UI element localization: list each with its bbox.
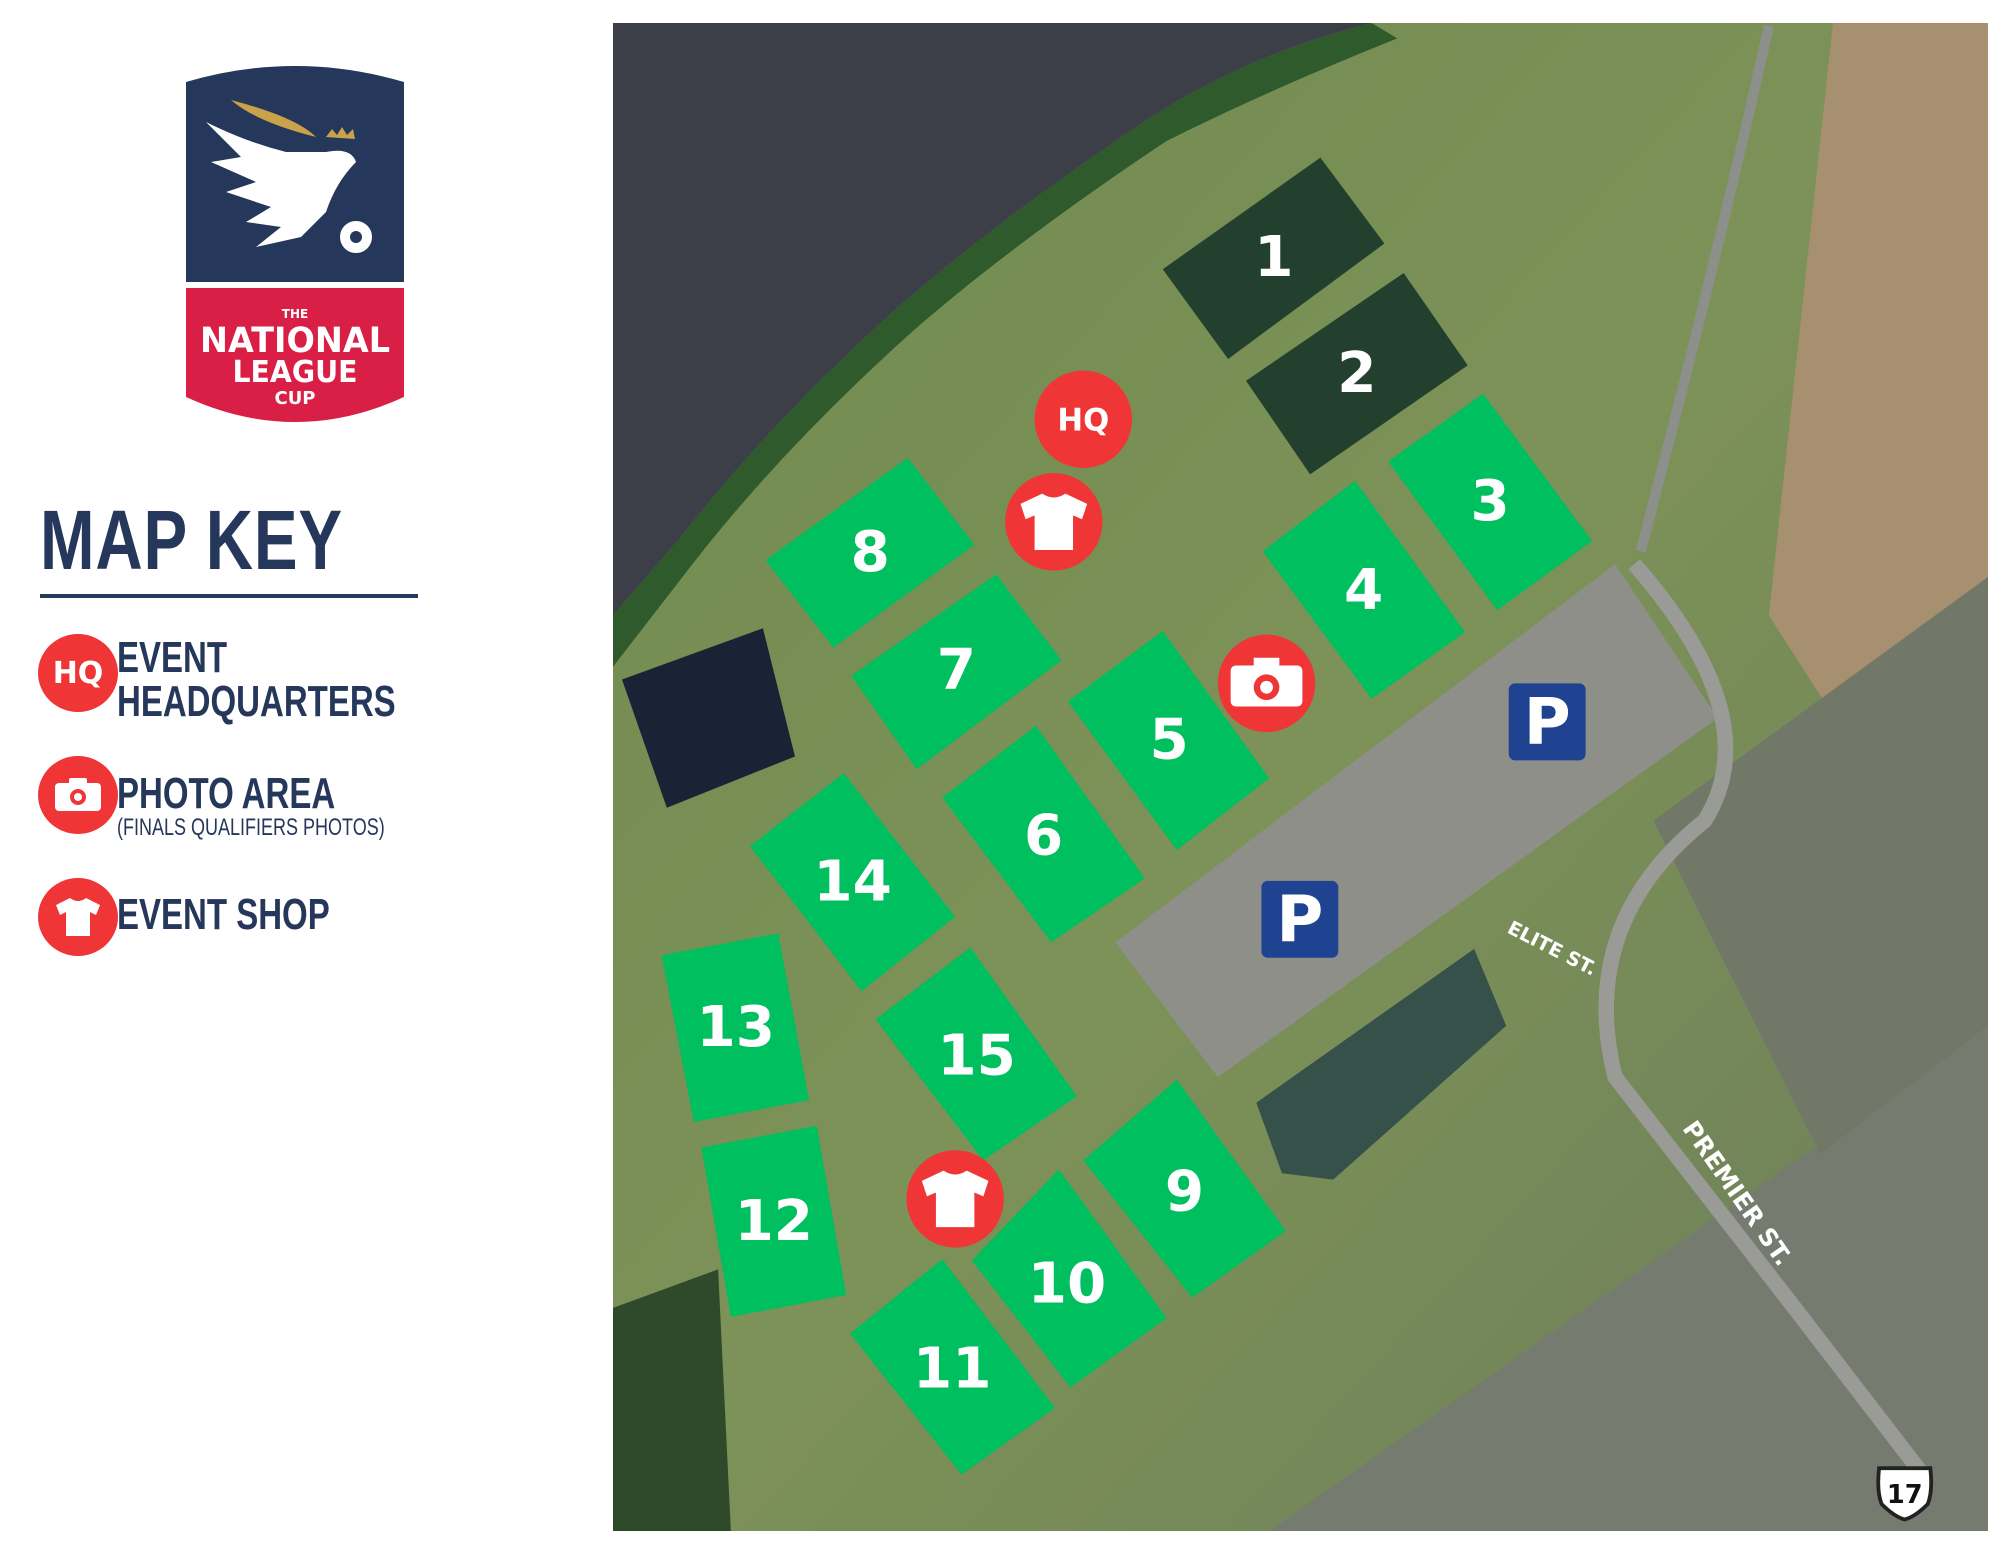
field-13-area <box>661 933 810 1122</box>
logo-national: NATIONAL <box>200 321 390 361</box>
field-6[interactable]: 6 <box>942 725 1145 943</box>
field-15[interactable]: 15 <box>875 947 1077 1161</box>
field-11[interactable]: 11 <box>850 1259 1056 1475</box>
field-13[interactable]: 13 <box>661 933 810 1122</box>
camera-icon <box>38 756 118 834</box>
field-3[interactable]: 3 <box>1388 393 1593 611</box>
field-5-area <box>1067 630 1270 851</box>
hq-icon: HQ <box>38 634 118 712</box>
field-10-label: 10 <box>1028 1251 1106 1316</box>
map-key-title: MAP KEY <box>40 493 343 587</box>
svg-text:P: P <box>1276 884 1323 958</box>
field-14-label: 14 <box>813 849 891 914</box>
field-2[interactable]: 2 <box>1246 273 1468 475</box>
photo-area-marker[interactable] <box>1217 634 1316 733</box>
field-10[interactable]: 10 <box>971 1169 1167 1388</box>
neighborhood <box>1269 1025 1988 1531</box>
svg-text:17: 17 <box>1887 1480 1923 1510</box>
key-item-shop <box>38 878 118 956</box>
field-4[interactable]: 4 <box>1262 480 1466 699</box>
field-8[interactable]: 8 <box>765 457 975 648</box>
field-15-area <box>875 947 1077 1161</box>
hq-marker[interactable]: HQ <box>1034 370 1132 468</box>
field-5-label: 5 <box>1150 708 1189 773</box>
field-3-area <box>1388 393 1593 611</box>
logo-cup: CUP <box>274 388 315 409</box>
key-item-photo <box>38 756 118 834</box>
field-2-label: 2 <box>1337 341 1376 406</box>
key-item-hq: HQ <box>38 634 118 712</box>
field-2-area <box>1246 273 1468 475</box>
camera-icon <box>1230 657 1303 707</box>
logo-the: THE <box>282 307 308 321</box>
svg-text:P: P <box>1524 686 1571 760</box>
premier-street-road <box>1598 559 1929 1480</box>
key-label-shop: EVENT SHOP <box>117 890 330 939</box>
event-shop-marker-north[interactable] <box>1005 473 1103 571</box>
tshirt-icon <box>921 1170 989 1228</box>
event-shop-marker-south[interactable] <box>906 1150 1004 1248</box>
tshirt-icon <box>1020 493 1088 551</box>
field-12[interactable]: 12 <box>701 1125 847 1317</box>
field-6-label: 6 <box>1024 803 1063 868</box>
field-7-area <box>851 574 1062 770</box>
field-14[interactable]: 14 <box>750 773 956 992</box>
lake <box>613 23 1372 616</box>
field-11-label: 11 <box>913 1336 991 1401</box>
route-17-shield: 17 <box>1876 1466 1934 1522</box>
field-13-label: 13 <box>696 995 774 1060</box>
field-7-label: 7 <box>937 637 976 702</box>
field-9[interactable]: 9 <box>1083 1079 1286 1298</box>
national-league-cup-logo: THE NATIONAL LEAGUE CUP <box>186 66 404 422</box>
field-12-label: 12 <box>735 1189 813 1254</box>
pond <box>621 628 795 808</box>
farm-field <box>1768 23 1988 795</box>
field-6-area <box>942 725 1145 943</box>
retention-pond <box>1256 948 1507 1180</box>
parking-sign-west: P <box>1261 880 1339 958</box>
field-12-area <box>701 1125 847 1317</box>
field-4-label: 4 <box>1344 558 1383 623</box>
parking-sign-east: P <box>1508 683 1586 761</box>
field-5[interactable]: 5 <box>1067 630 1270 851</box>
field-8-label: 8 <box>851 520 890 585</box>
field-8-area <box>765 457 975 648</box>
field-3-label: 3 <box>1471 469 1510 534</box>
map-key-divider <box>40 594 418 598</box>
tshirt-icon <box>38 878 118 956</box>
svg-text:HQ: HQ <box>1057 403 1109 439</box>
field-14-area <box>750 773 956 992</box>
field-11-area <box>850 1259 1056 1475</box>
field-9-area <box>1083 1079 1286 1298</box>
field-10-area <box>971 1169 1167 1388</box>
field-15-label: 15 <box>937 1023 1015 1088</box>
field-1-area <box>1162 157 1385 359</box>
field-7[interactable]: 7 <box>851 574 1062 770</box>
field-9-label: 9 <box>1165 1160 1204 1225</box>
field-1[interactable]: 1 <box>1162 157 1385 359</box>
logo-league: LEAGUE <box>233 355 358 390</box>
key-label-hq: EVENT HEADQUARTERS <box>117 633 396 726</box>
field-4-area <box>1262 480 1466 699</box>
field-1-label: 1 <box>1254 225 1293 290</box>
key-label-photo: PHOTO AREA (FINALS QUALIFIERS PHOTOS) <box>117 769 385 841</box>
